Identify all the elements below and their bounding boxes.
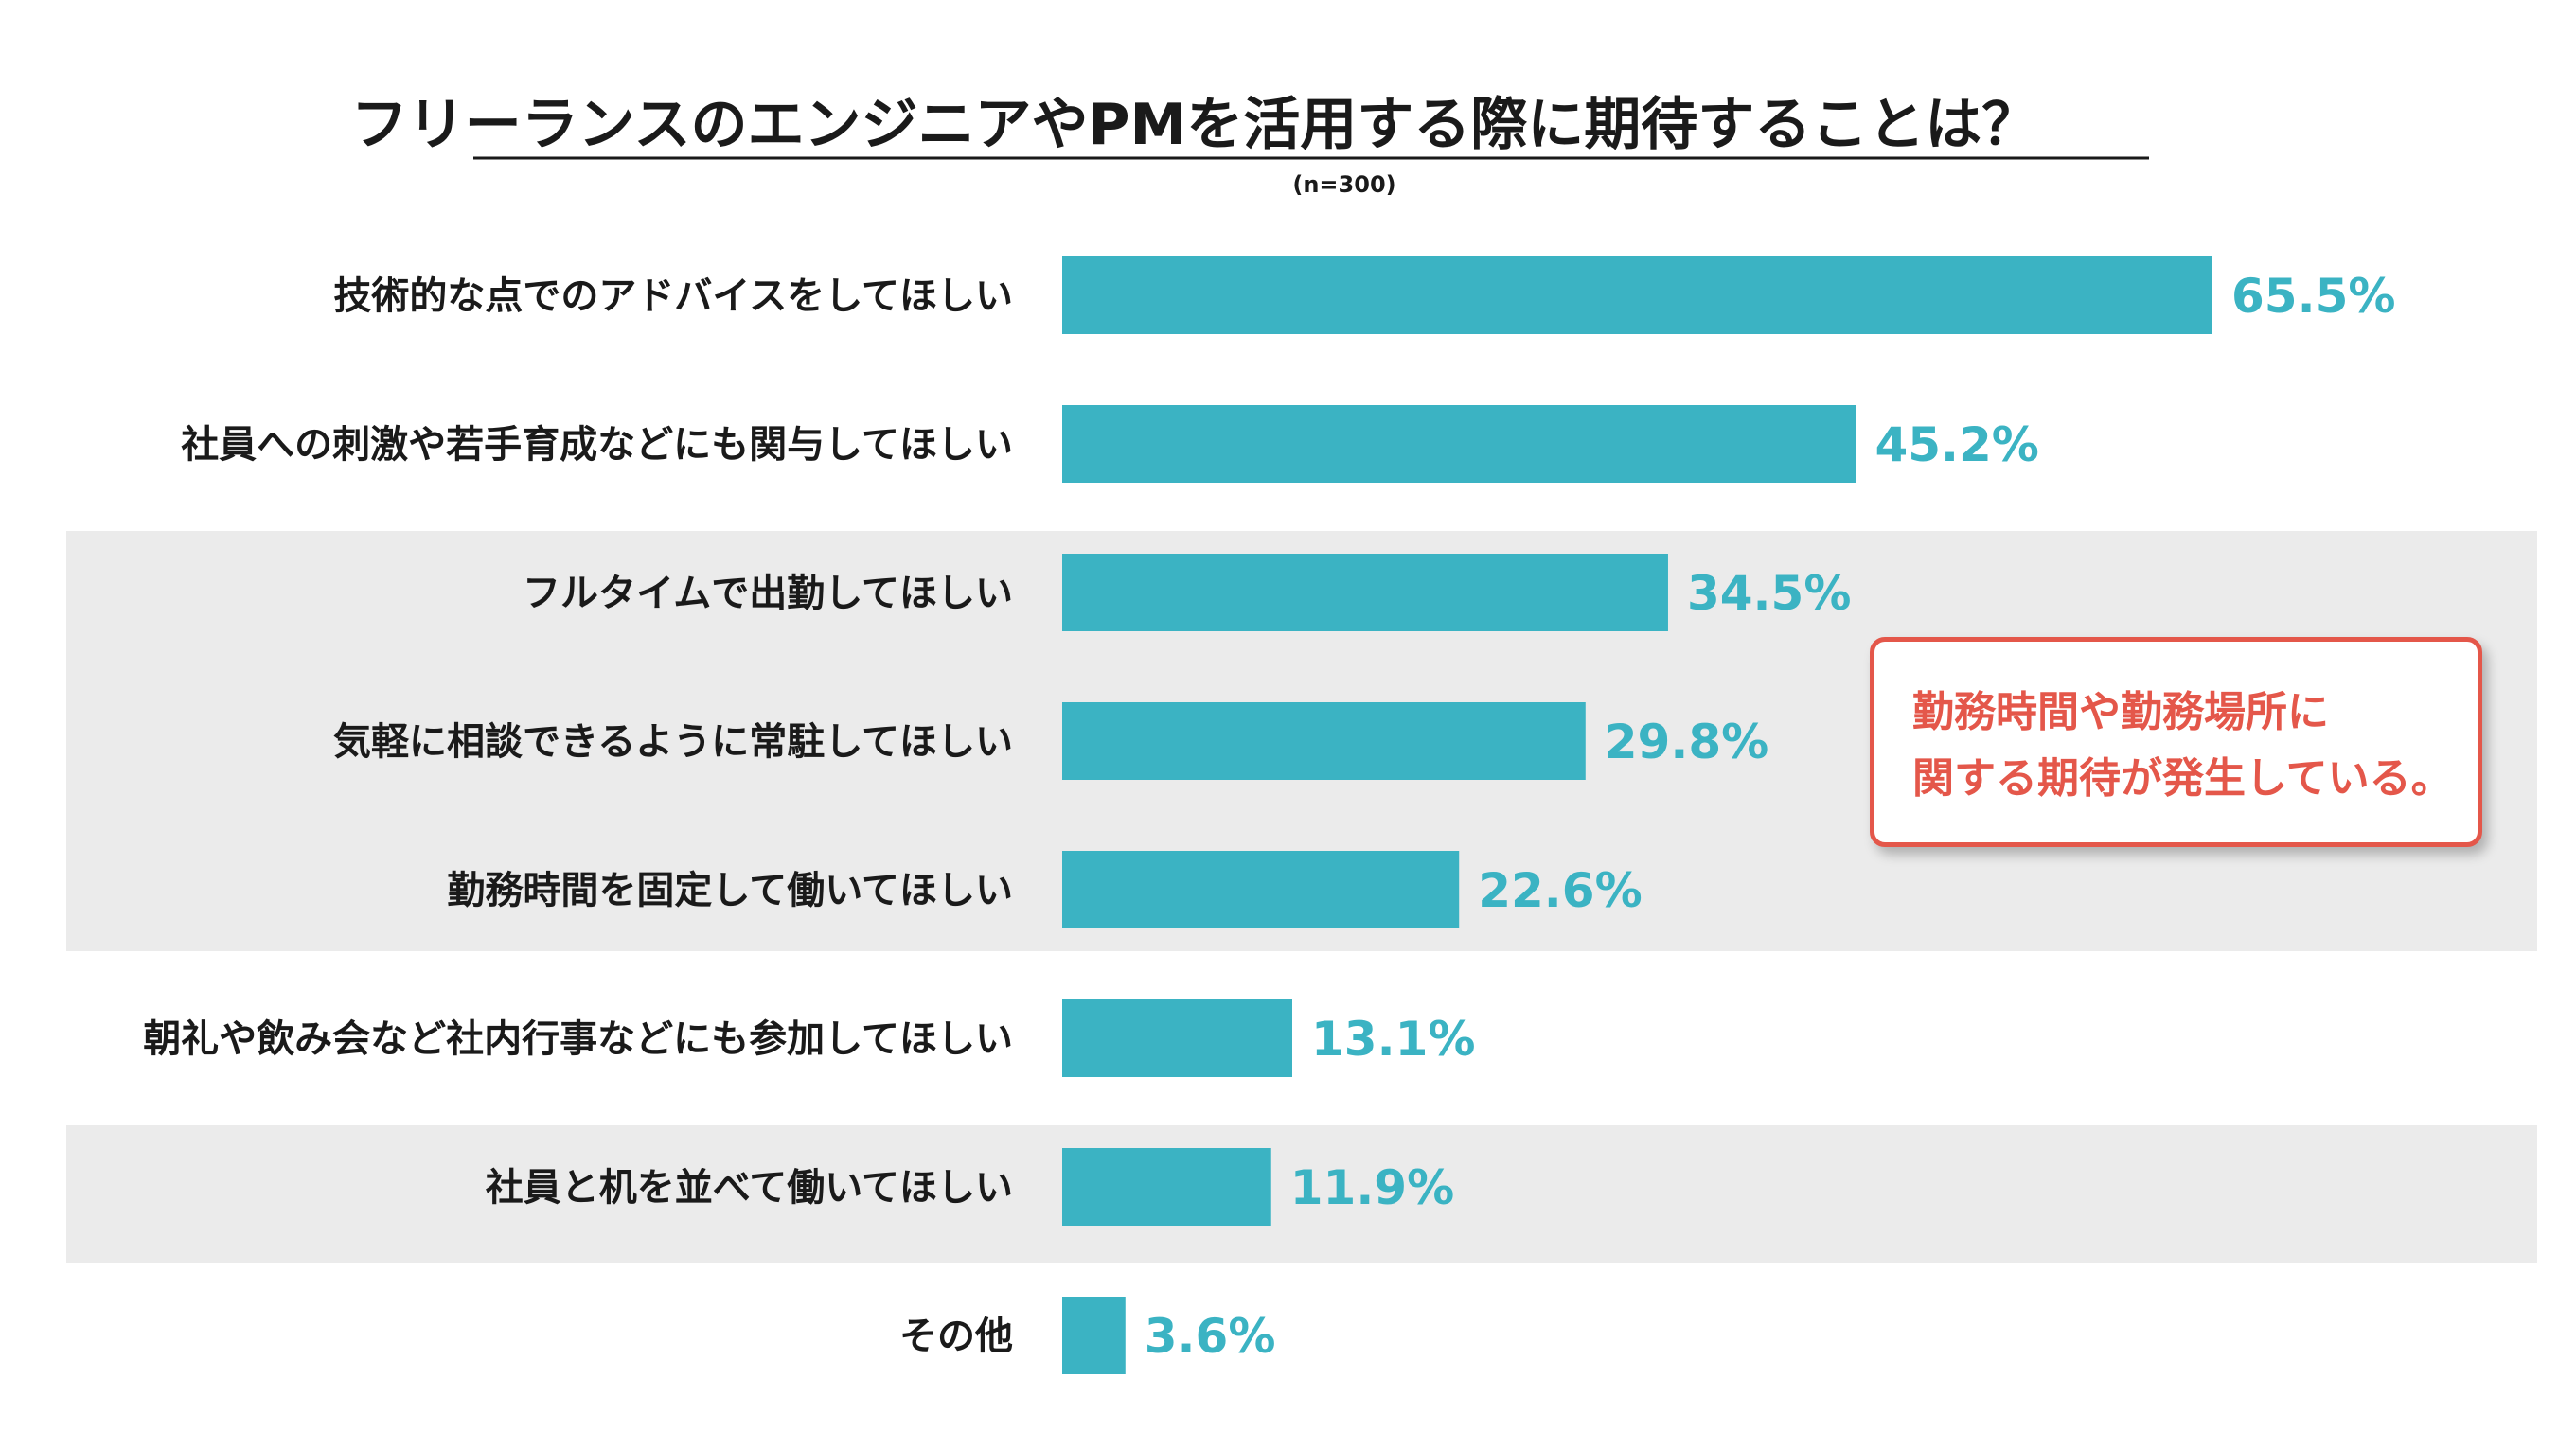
value-label: 3.6%	[1145, 1309, 1276, 1364]
category-label: 朝礼や飲み会など社内行事などにも参加してほしい	[143, 1017, 1013, 1061]
highlight-band	[66, 1125, 2537, 1263]
callout-line-2: 関する期待が発生している。	[1912, 754, 2453, 803]
bar	[1062, 554, 1668, 631]
category-label: 社員と机を並べて働いてほしい	[486, 1166, 1013, 1210]
value-label: 22.6%	[1478, 863, 1642, 918]
annotation-callout: 勤務時間や勤務場所に 関する期待が発生している。	[1870, 637, 2482, 847]
bar	[1062, 1297, 1126, 1374]
bar	[1062, 702, 1586, 780]
chart-subtitle: (n=300)	[1292, 171, 1395, 198]
value-label: 45.2%	[1874, 417, 2038, 472]
bar	[1062, 256, 2212, 334]
value-label: 29.8%	[1605, 715, 1768, 769]
value-label: 65.5%	[2231, 269, 2395, 324]
category-label: 技術的な点でのアドバイスをしてほしい	[333, 274, 1013, 318]
chart-title: フリーランスのエンジニアやPMを活用する際に期待することは？	[351, 92, 2038, 158]
category-label: 勤務時間を固定して働いてほしい	[447, 869, 1013, 912]
bar	[1062, 851, 1460, 928]
callout-line-1: 勤務時間や勤務場所に	[1912, 688, 2329, 736]
bar	[1062, 999, 1292, 1077]
value-label: 34.5%	[1687, 566, 1851, 621]
value-label: 13.1%	[1311, 1012, 1475, 1067]
bar	[1062, 405, 1856, 483]
category-label: その他	[899, 1315, 1013, 1358]
bar	[1062, 1148, 1271, 1226]
category-label: フルタイムで出勤してほしい	[523, 572, 1013, 615]
category-label: 気軽に相談できるように常駐してほしい	[333, 720, 1013, 764]
category-label: 社員への刺激や若手育成などにも関与してほしい	[181, 423, 1013, 467]
value-label: 11.9%	[1290, 1160, 1454, 1215]
